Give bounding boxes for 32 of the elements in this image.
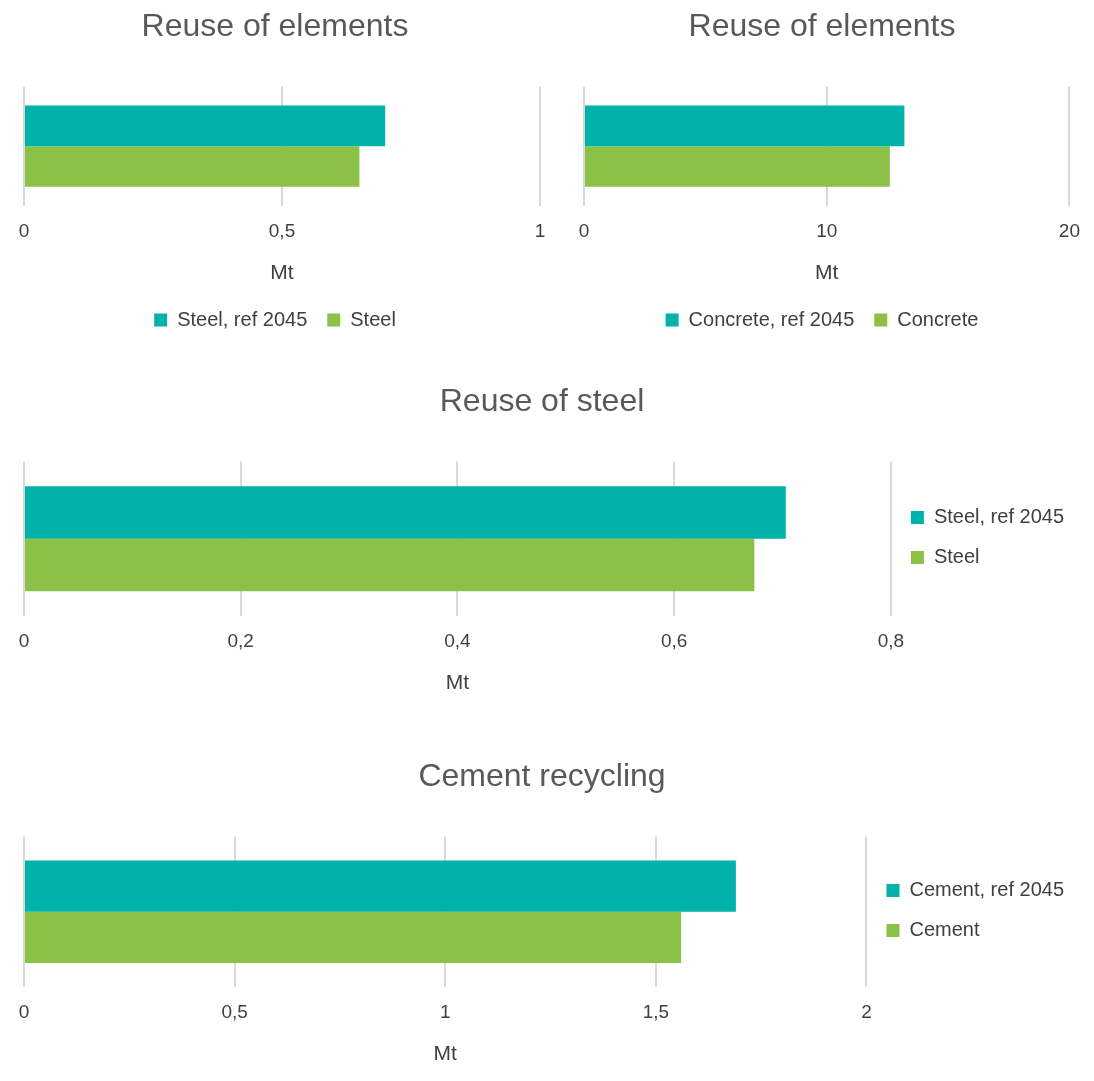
x-axis-title: Mt [815,260,839,284]
chart-title: Reuse of steel [439,382,645,419]
x-tick-label: 0,5 [221,1000,248,1022]
x-tick-label: 0,5 [268,219,296,241]
x-tick-label: 20 [1058,219,1080,241]
legend-label: Cement, ref 2045 [909,878,1064,901]
x-tick-label: 0,2 [227,629,254,651]
x-tick-label: 0,8 [877,629,905,651]
x-tick-label: 0,6 [660,629,688,651]
x-axis-title: Mt [445,670,470,694]
x-tick-label: 2 [861,1000,872,1022]
x-tick-label: 0 [18,629,30,651]
legend-label: Steel [933,545,980,568]
x-tick-label: 0,4 [444,629,472,651]
legend-label: Steel, ref 2045 [933,505,1065,528]
chart-title: Reuse of elements [688,7,956,44]
x-tick-label: 1 [439,1000,451,1022]
x-axis-title: Mt [433,1041,458,1065]
x-tick-label: 0 [18,1000,30,1022]
x-tick-label: 0 [18,219,30,241]
legend-label: Steel [350,307,396,330]
x-tick-label: 1,5 [642,1000,670,1022]
legend-label: Cement [909,918,980,941]
chart-title: Cement recycling [418,757,666,794]
legend-label: Concrete, ref 2045 [688,307,855,330]
x-axis-title: Mt [270,260,294,284]
x-tick-label: 1 [534,219,546,241]
legend-label: Steel, ref 2045 [177,307,308,330]
legend-label: Concrete [897,307,979,330]
x-tick-label: 10 [816,219,838,241]
chart-title: Reuse of elements [141,7,409,44]
x-tick-label: 0 [578,219,590,241]
